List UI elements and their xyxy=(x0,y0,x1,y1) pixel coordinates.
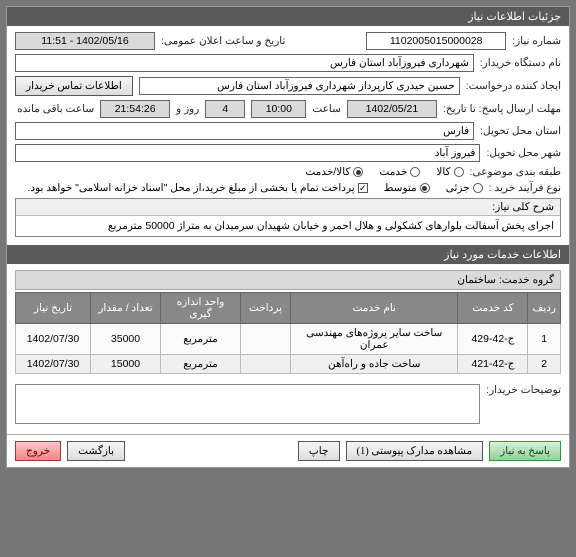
hour-label: ساعت xyxy=(312,103,341,115)
buyer-notes-label: توضیحات خریدار: xyxy=(486,384,561,396)
th-code: کد خدمت xyxy=(458,293,528,324)
contact-info-button[interactable]: اطلاعات تماس خریدار xyxy=(15,76,133,96)
radio-medium[interactable]: متوسط xyxy=(384,182,430,194)
table-cell: مترمربع xyxy=(161,355,241,374)
table-cell: ساخت جاده و راه‌آهن xyxy=(291,355,458,374)
buy-type-label: نوع فرآیند خرید : xyxy=(489,182,561,194)
service-group-label: گروه خدمت: xyxy=(499,274,554,286)
table-cell: ج-42-429 xyxy=(458,324,528,355)
table-row: 2ج-42-421ساخت جاده و راه‌آهن مترمربع15000… xyxy=(16,355,561,374)
table-cell xyxy=(241,355,291,374)
city-field: فیروز آباد xyxy=(15,144,480,162)
remaining-label: ساعت باقی مانده xyxy=(17,103,94,115)
service-group-row: گروه خدمت: ساختمان xyxy=(15,270,561,290)
radio-goods[interactable]: کالا xyxy=(436,166,463,178)
description-box: شرح کلی نیاز: اجرای پخش آسفالت بلوارهای … xyxy=(15,198,561,237)
th-date: تاریخ نیاز xyxy=(16,293,91,324)
table-cell: ج-42-421 xyxy=(458,355,528,374)
remaining-time-field: 21:54:26 xyxy=(100,100,170,118)
buyer-name-label: نام دستگاه خریدار: xyxy=(480,57,561,69)
buyer-name-field: شهرداری فیروزآباد استان فارس xyxy=(15,54,474,72)
radio-services[interactable]: خدمت xyxy=(379,166,420,178)
table-cell: 1402/07/30 xyxy=(16,355,91,374)
creator-field: حسین حیدری کارپرداز شهرداری فیروزآباد اس… xyxy=(139,77,460,95)
th-unit: واحد اندازه گیری xyxy=(161,293,241,324)
table-header-row: ردیف کد خدمت نام خدمت پرداخت واحد اندازه… xyxy=(16,293,561,324)
table-cell: 15000 xyxy=(91,355,161,374)
table-cell: ساخت سایر پروژه‌های مهندسی عمران xyxy=(291,324,458,355)
panel-body: شماره نیاز: 1102005015000028 تاریخ و ساع… xyxy=(7,26,569,434)
table-cell xyxy=(241,324,291,355)
services-info-header: اطلاعات خدمات مورد نیاز xyxy=(7,245,569,264)
days-field: 4 xyxy=(205,100,245,118)
description-header: شرح کلی نیاز: xyxy=(16,199,560,216)
deadline-label: مهلت ارسال پاسخ: تا تاریخ: xyxy=(443,103,561,115)
description-body: اجرای پخش آسفالت بلوارهای کشکولی و هلال … xyxy=(16,216,560,236)
services-table: ردیف کد خدمت نام خدمت پرداخت واحد اندازه… xyxy=(15,292,561,374)
check-treasury[interactable]: پرداخت تمام یا بخشی از مبلغ خرید،از محل … xyxy=(28,182,368,194)
exit-button[interactable]: خروج xyxy=(15,441,61,461)
creator-label: ایجاد کننده درخواست: xyxy=(466,80,561,92)
table-cell: مترمربع xyxy=(161,324,241,355)
deadline-date-field: 1402/05/21 xyxy=(347,100,437,118)
details-panel: جزئیات اطلاعات نیاز شماره نیاز: 11020050… xyxy=(6,6,570,468)
reply-button[interactable]: پاسخ به نیاز xyxy=(489,441,561,461)
th-index: ردیف xyxy=(528,293,561,324)
city-label: شهر محل تحویل: xyxy=(486,147,561,159)
panel-title: جزئیات اطلاعات نیاز xyxy=(7,7,569,26)
day-and-label: روز و xyxy=(176,103,199,115)
attachments-button[interactable]: مشاهده مدارک پیوستی (1) xyxy=(346,441,484,461)
table-row: 1ج-42-429ساخت سایر پروژه‌های مهندسی عمرا… xyxy=(16,324,561,355)
province-label: استان محل تحویل: xyxy=(480,125,561,137)
radio-partial[interactable]: جزئی xyxy=(446,182,483,194)
service-group-value: ساختمان xyxy=(457,274,496,286)
category-label: طبقه بندی موضوعی: xyxy=(470,166,561,178)
back-button[interactable]: بازگشت xyxy=(67,441,125,461)
table-cell: 1 xyxy=(528,324,561,355)
th-name: نام خدمت xyxy=(291,293,458,324)
need-no-label: شماره نیاز: xyxy=(512,35,561,47)
deadline-time-field: 10:00 xyxy=(251,100,306,118)
bottom-bar: پاسخ به نیاز مشاهده مدارک پیوستی (1) چاپ… xyxy=(7,434,569,467)
announce-dt-label: تاریخ و ساعت اعلان عمومی: xyxy=(161,35,285,47)
th-pay: پرداخت xyxy=(241,293,291,324)
province-field: فارس xyxy=(15,122,474,140)
announce-dt-field: 1402/05/16 - 11:51 xyxy=(15,32,155,50)
buyer-notes-textarea[interactable] xyxy=(15,384,480,424)
table-cell: 35000 xyxy=(91,324,161,355)
need-no-field: 1102005015000028 xyxy=(366,32,506,50)
radio-mixed[interactable]: کالا/خدمت xyxy=(305,166,363,178)
print-button[interactable]: چاپ xyxy=(298,441,340,461)
table-cell: 1402/07/30 xyxy=(16,324,91,355)
th-qty: تعداد / مقدار xyxy=(91,293,161,324)
table-cell: 2 xyxy=(528,355,561,374)
